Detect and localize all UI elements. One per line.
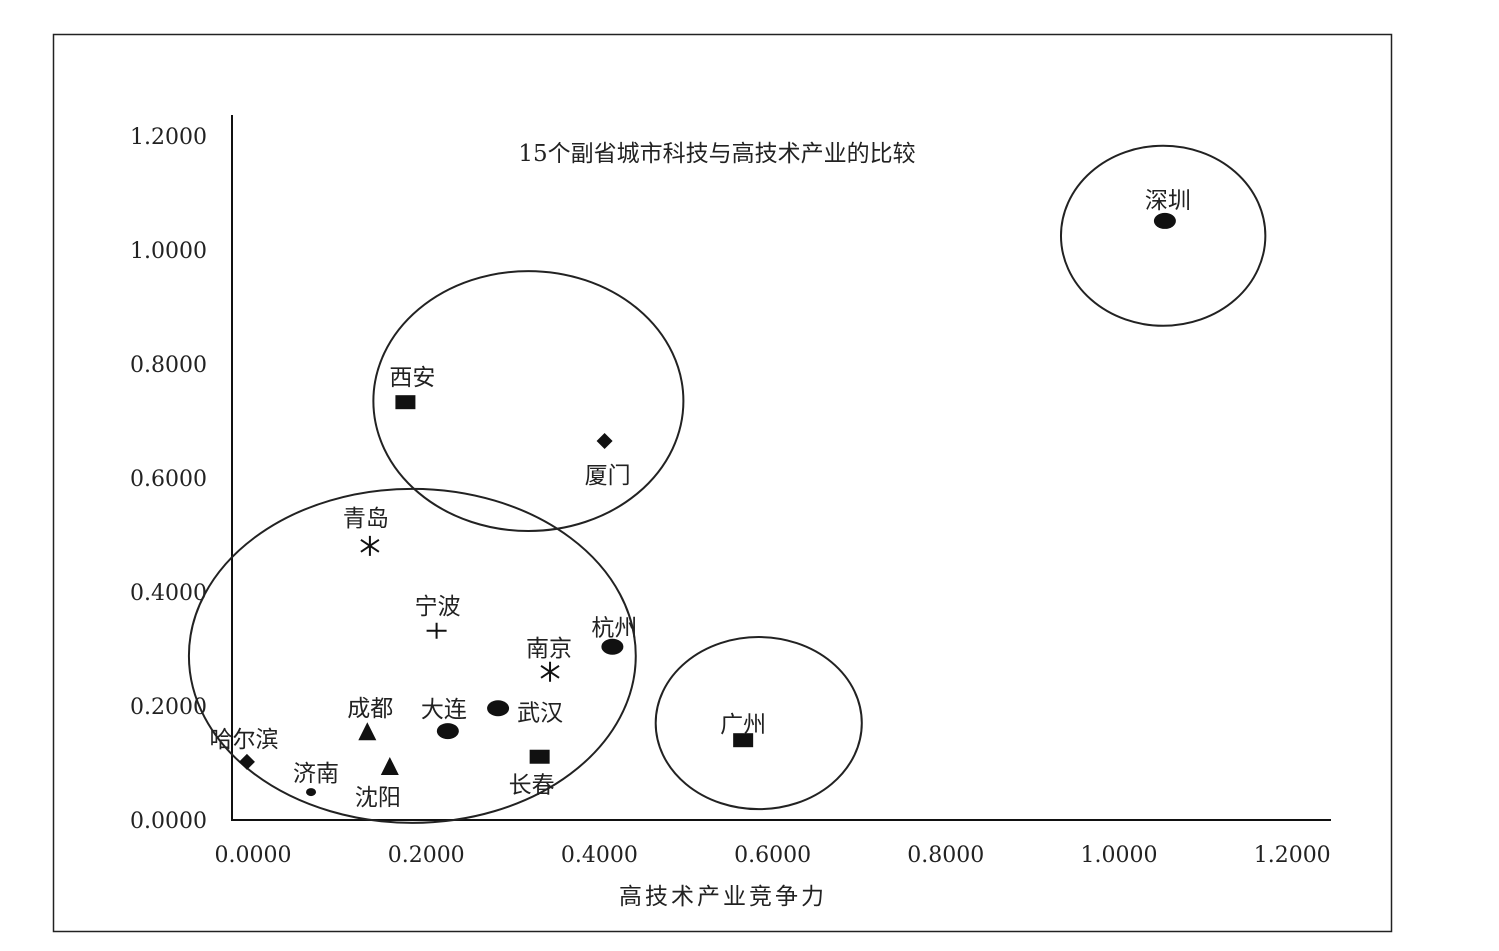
x-tick-label: 0.4000 bbox=[561, 843, 638, 868]
group-ellipse bbox=[187, 487, 637, 824]
point-label: 深圳 bbox=[1145, 188, 1191, 214]
point-marker-square bbox=[529, 749, 550, 764]
group-ellipse bbox=[1059, 144, 1267, 327]
point-marker-triangle bbox=[358, 722, 377, 741]
x-tick-label: 1.2000 bbox=[1254, 843, 1331, 868]
x-axis-label: 高技术产业竞争力 bbox=[619, 884, 827, 910]
chart-frame bbox=[52, 33, 1393, 933]
y-tick-label: 0.4000 bbox=[130, 581, 207, 606]
point-marker-ellipse bbox=[487, 700, 510, 717]
chart-title: 15个副省城市科技与高技术产业的比较 bbox=[518, 141, 915, 167]
point-marker-ellipse bbox=[1153, 212, 1176, 229]
point-marker-square bbox=[395, 395, 416, 410]
point-label: 成都 bbox=[347, 696, 393, 722]
point-label: 广州 bbox=[720, 712, 766, 738]
point-label: 大连 bbox=[421, 697, 467, 723]
point-label: 青岛 bbox=[343, 506, 389, 532]
x-tick-label: 0.2000 bbox=[388, 843, 465, 868]
point-label: 宁波 bbox=[415, 594, 461, 620]
point-marker-asterisk bbox=[360, 535, 380, 556]
point-label: 沈阳 bbox=[355, 785, 401, 811]
x-tick-label: 0.8000 bbox=[907, 843, 984, 868]
point-label: 武汉 bbox=[517, 700, 563, 726]
point-marker-diamond bbox=[596, 432, 613, 449]
point-marker-square bbox=[733, 733, 754, 748]
point-marker-small-circle bbox=[306, 788, 317, 797]
point-marker-ellipse bbox=[436, 723, 459, 740]
point-marker-asterisk bbox=[540, 661, 560, 682]
point-label: 杭州 bbox=[591, 616, 637, 642]
point-marker-triangle bbox=[380, 756, 399, 775]
y-tick-label: 1.2000 bbox=[130, 125, 207, 150]
x-tick-label: 0.0000 bbox=[215, 843, 292, 868]
point-label: 济南 bbox=[293, 761, 339, 787]
point-label: 西安 bbox=[389, 365, 435, 391]
point-label: 长春 bbox=[509, 773, 555, 799]
point-marker-ellipse bbox=[601, 638, 624, 655]
y-tick-label: 0.6000 bbox=[130, 467, 207, 492]
point-marker-plus bbox=[426, 622, 447, 639]
point-marker-diamond bbox=[238, 753, 255, 770]
y-tick-label: 1.0000 bbox=[130, 239, 207, 264]
y-tick-label: 0.0000 bbox=[130, 809, 207, 834]
y-tick-label: 0.2000 bbox=[130, 695, 207, 720]
point-label: 南京 bbox=[526, 636, 572, 662]
point-label: 哈尔滨 bbox=[209, 727, 278, 753]
group-ellipse bbox=[372, 270, 685, 533]
x-tick-label: 1.0000 bbox=[1081, 843, 1158, 868]
x-tick-label: 0.6000 bbox=[734, 843, 811, 868]
group-ellipse bbox=[654, 636, 863, 811]
y-tick-label: 0.8000 bbox=[130, 353, 207, 378]
point-label: 厦门 bbox=[585, 463, 631, 489]
